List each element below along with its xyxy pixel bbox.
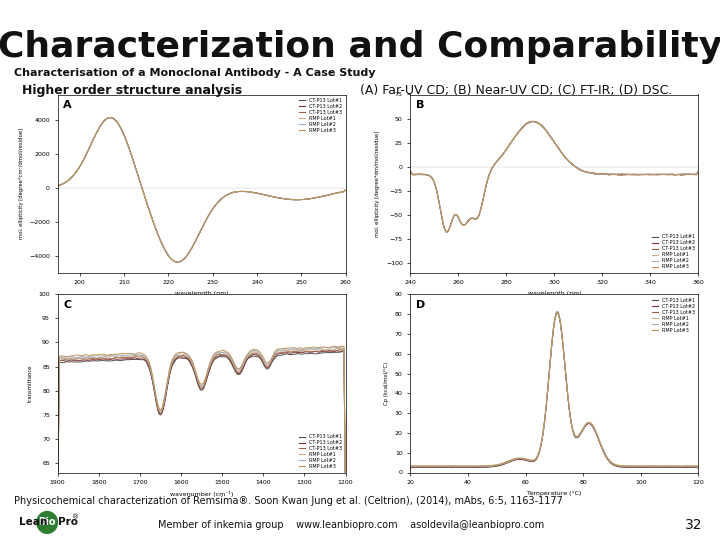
Legend: CT-P13 Lot#1, CT-P13 Lot#2, CT-P13 Lot#3, RMP Lot#1, RMP Lot#2, RMP Lot#3: CT-P13 Lot#1, CT-P13 Lot#2, CT-P13 Lot#3… xyxy=(298,433,343,470)
Text: C: C xyxy=(63,300,71,309)
Text: D: D xyxy=(416,300,426,309)
Text: Lean: Lean xyxy=(19,517,48,528)
Text: Characterisation of a Monoclonal Antibody - A Case Study: Characterisation of a Monoclonal Antibod… xyxy=(14,68,376,78)
Text: (A) Far-UV CD; (B) Near-UV CD; (C) FT-IR; (D) DSC.: (A) Far-UV CD; (B) Near-UV CD; (C) FT-IR… xyxy=(360,84,672,97)
X-axis label: Temperature (°C): Temperature (°C) xyxy=(527,491,582,496)
Legend: CT-P13 Lot#1, CT-P13 Lot#2, CT-P13 Lot#3, RMP Lot#1, RMP Lot#2, RMP Lot#3: CT-P13 Lot#1, CT-P13 Lot#2, CT-P13 Lot#3… xyxy=(298,97,343,134)
Y-axis label: mol. ellipticity [degree*cm²/dmol/residue]: mol. ellipticity [degree*cm²/dmol/residu… xyxy=(19,128,24,239)
Text: Characterization and Comparability: Characterization and Comparability xyxy=(0,30,720,64)
X-axis label: wavelength (nm): wavelength (nm) xyxy=(175,291,228,296)
Text: ®: ® xyxy=(73,515,79,521)
Text: Higher order structure analysis: Higher order structure analysis xyxy=(22,84,242,97)
Text: B: B xyxy=(416,100,425,110)
Circle shape xyxy=(37,511,58,534)
Text: 32: 32 xyxy=(685,518,702,532)
Y-axis label: transmittance: transmittance xyxy=(28,364,33,402)
Text: Physicochemical characterization of Remsima®. Soon Kwan Jung et al. (Celtrion), : Physicochemical characterization of Rems… xyxy=(14,496,563,506)
Text: Bio: Bio xyxy=(38,517,56,528)
Text: Member of inkemia group    www.leanbiopro.com    asoldevila@leanbiopro.com: Member of inkemia group www.leanbiopro.c… xyxy=(158,520,544,530)
Legend: CT-P13 Lot#1, CT-P13 Lot#2, CT-P13 Lot#3, RMP Lot#1, RMP Lot#2, RMP Lot#3: CT-P13 Lot#1, CT-P13 Lot#2, CT-P13 Lot#3… xyxy=(651,297,696,334)
X-axis label: wavenumber (cm⁻¹): wavenumber (cm⁻¹) xyxy=(170,491,233,497)
Text: Pro: Pro xyxy=(58,517,78,528)
Legend: CT-P13 Lot#1, CT-P13 Lot#2, CT-P13 Lot#3, RMP Lot#1, RMP Lot#2, RMP Lot#3: CT-P13 Lot#1, CT-P13 Lot#2, CT-P13 Lot#3… xyxy=(651,233,696,270)
Y-axis label: mol. ellipticity [degree*dm/mol/residue]: mol. ellipticity [degree*dm/mol/residue] xyxy=(375,131,380,237)
Y-axis label: Cp (kcal/mol/°C): Cp (kcal/mol/°C) xyxy=(384,362,390,405)
X-axis label: wavelength (nm): wavelength (nm) xyxy=(528,291,581,296)
Text: A: A xyxy=(63,100,72,110)
